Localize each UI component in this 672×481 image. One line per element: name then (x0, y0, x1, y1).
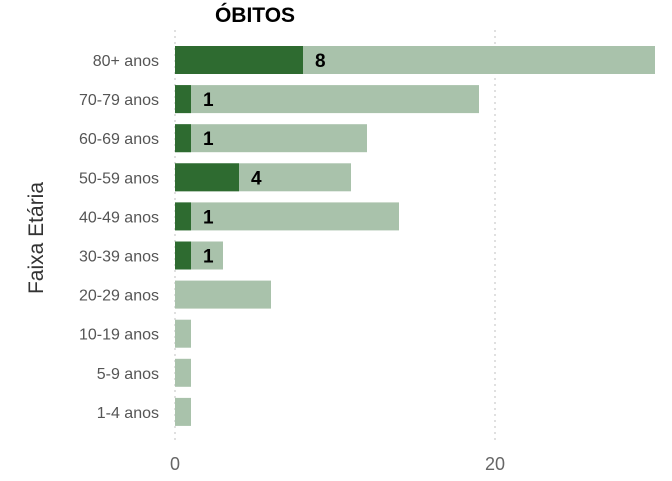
category-label: 40-49 anos (79, 209, 159, 226)
bar-background (175, 319, 191, 348)
category-label: 50-59 anos (79, 170, 159, 187)
grid-lines (174, 30, 496, 440)
y-axis-label: Faixa Etária (25, 182, 48, 294)
data-labels: 8 1 1 4 1 1 (203, 51, 326, 268)
x-tick-label: 20 (485, 454, 505, 474)
category-label: 70-79 anos (79, 92, 159, 109)
category-label: 60-69 anos (79, 131, 159, 148)
x-tick-labels: 0 20 (170, 454, 505, 474)
category-label: 1-4 anos (97, 405, 159, 422)
bar-foreground (175, 241, 191, 270)
category-label: 30-39 anos (79, 249, 159, 266)
bar-background (175, 202, 399, 231)
category-label: 10-19 anos (79, 327, 159, 344)
data-label: 8 (315, 51, 326, 72)
x-tick-label: 0 (170, 454, 180, 474)
chart-title: ÓBITOS (215, 3, 295, 27)
category-label: 20-29 anos (79, 288, 159, 305)
series-foreground-bars (175, 46, 303, 270)
category-label: 80+ anos (93, 53, 159, 70)
data-label: 1 (203, 207, 214, 228)
bar-background (175, 280, 271, 309)
bar-foreground (175, 124, 191, 153)
series-background-bars (175, 46, 655, 426)
category-labels: 80+ anos 70-79 anos 60-69 anos 50-59 anos 40… (79, 53, 159, 422)
data-label: 1 (203, 129, 214, 150)
bar-background (175, 397, 191, 426)
bar-background (175, 85, 479, 114)
data-label: 1 (203, 247, 214, 268)
bar-foreground (175, 163, 239, 192)
bar-foreground (175, 202, 191, 231)
bar-background (175, 358, 191, 387)
data-label: 4 (251, 168, 262, 189)
category-label: 5-9 anos (97, 366, 159, 383)
bar-foreground (175, 85, 191, 114)
bar-foreground (175, 46, 303, 74)
bar-background (175, 124, 367, 153)
data-label: 1 (203, 90, 214, 111)
